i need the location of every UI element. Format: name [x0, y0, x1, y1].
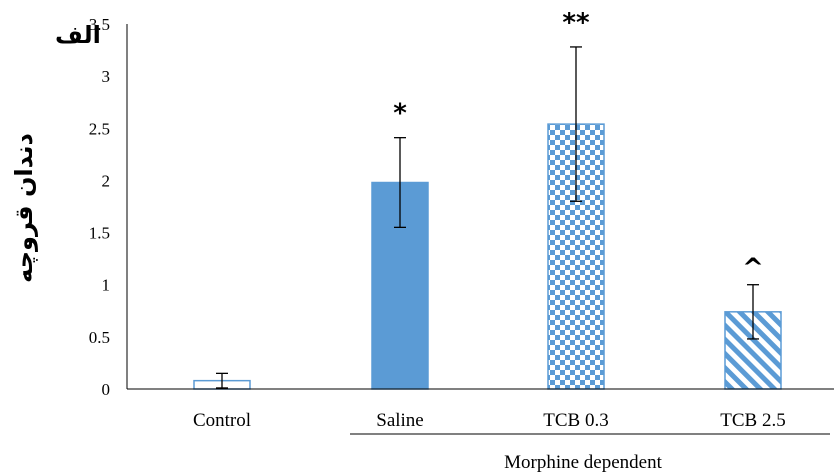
significance-labels: ***^	[393, 8, 764, 284]
y-tick-label: 0.5	[89, 328, 110, 347]
significance-label: *	[393, 99, 407, 129]
y-tick-label: 1.5	[89, 224, 110, 243]
bars-group	[193, 123, 782, 390]
panel-label: الف	[55, 21, 101, 49]
y-axis-label: دندان قروچه	[10, 133, 38, 283]
significance-label: **	[562, 8, 590, 38]
significance-label: ^	[742, 254, 764, 284]
y-tick-labels: 0 0.5 1 1.5 2 2.5 3 3.5	[89, 15, 110, 399]
y-tick-label: 3	[102, 67, 111, 86]
category-label: TCB 0.3	[543, 410, 608, 431]
category-label: Saline	[376, 410, 424, 431]
y-tick-label: 3.5	[89, 15, 110, 34]
category-label: Control	[193, 410, 251, 431]
group-label: Morphine dependent	[504, 452, 662, 473]
error-bars-group	[216, 46, 759, 389]
category-labels: Control Saline TCB 0.3 TCB 2.5	[193, 410, 786, 431]
y-tick-label: 2.5	[89, 119, 110, 138]
y-tick-label: 2	[102, 171, 111, 190]
category-label: TCB 2.5	[720, 410, 785, 431]
y-tick-label: 0	[102, 380, 111, 399]
y-tick-label: 1	[102, 276, 111, 295]
